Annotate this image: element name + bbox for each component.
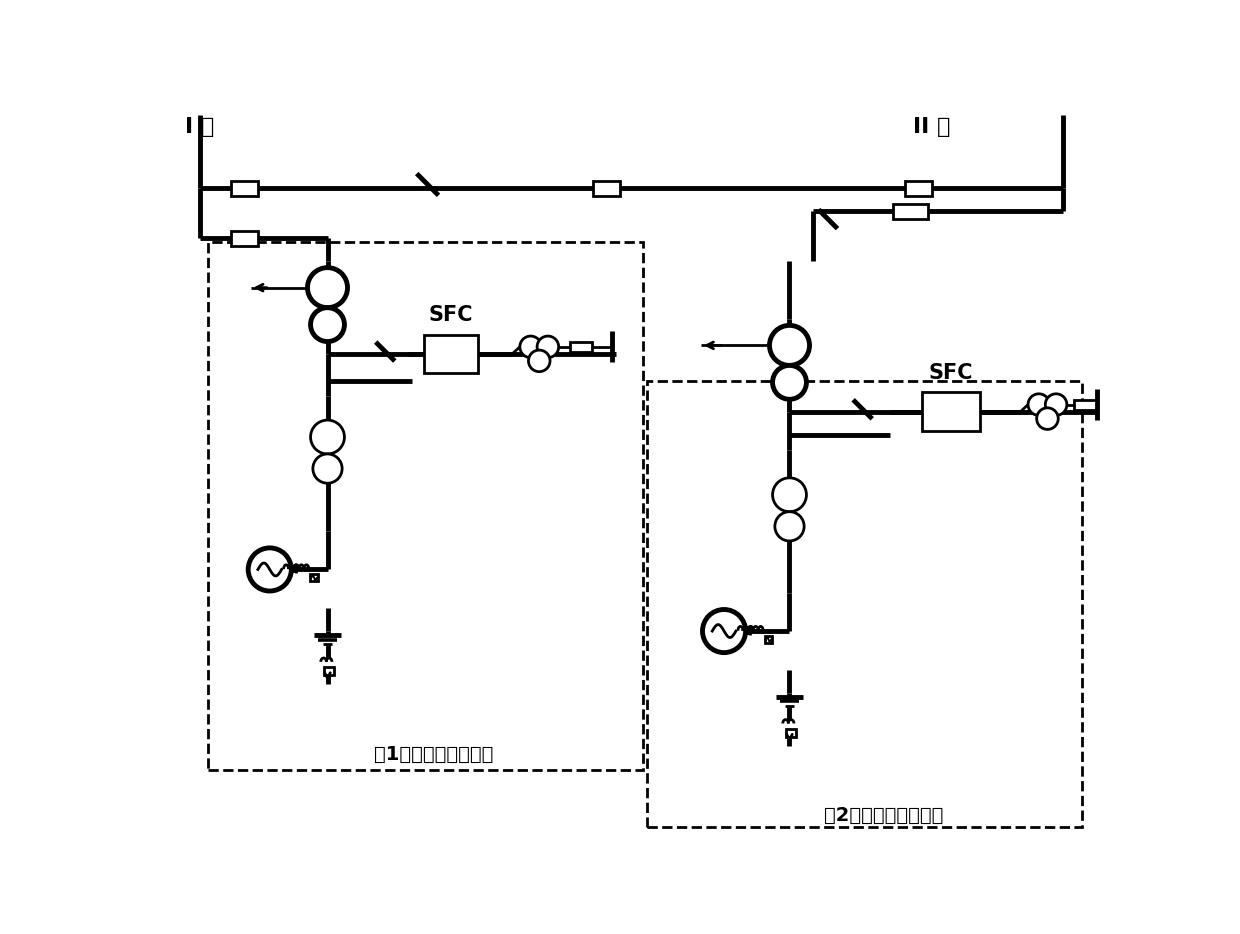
Bar bbox=[570, 342, 591, 352]
Text: II 母: II 母 bbox=[913, 117, 950, 136]
Bar bbox=[310, 574, 317, 581]
Text: 第1台调相机变压器组: 第1台调相机变压器组 bbox=[373, 744, 494, 764]
Bar bbox=[894, 204, 928, 219]
Circle shape bbox=[248, 548, 291, 591]
Bar bbox=[324, 667, 334, 675]
Circle shape bbox=[703, 610, 745, 653]
Text: SFC: SFC bbox=[929, 363, 973, 383]
Circle shape bbox=[312, 454, 342, 483]
Circle shape bbox=[773, 478, 806, 512]
Circle shape bbox=[308, 268, 347, 307]
Bar bbox=[647, 381, 1083, 828]
Text: SFC: SFC bbox=[429, 305, 472, 325]
Circle shape bbox=[1028, 394, 1049, 416]
Bar bbox=[1074, 400, 1096, 410]
Bar bbox=[905, 180, 932, 196]
Circle shape bbox=[537, 336, 559, 358]
Bar bbox=[424, 334, 477, 373]
Text: I 母: I 母 bbox=[185, 117, 215, 136]
Bar bbox=[231, 180, 258, 196]
Circle shape bbox=[773, 365, 806, 400]
Text: 第2台调相机变压器组: 第2台调相机变压器组 bbox=[825, 806, 944, 826]
Bar bbox=[786, 729, 796, 737]
Bar bbox=[231, 231, 258, 246]
Circle shape bbox=[310, 420, 345, 454]
Circle shape bbox=[775, 512, 804, 541]
Bar bbox=[765, 636, 773, 643]
Bar bbox=[593, 180, 620, 196]
Circle shape bbox=[770, 325, 810, 365]
Circle shape bbox=[1037, 408, 1058, 430]
Bar bbox=[208, 242, 644, 770]
Circle shape bbox=[520, 336, 542, 358]
Circle shape bbox=[1045, 394, 1066, 416]
Bar bbox=[923, 392, 980, 431]
Circle shape bbox=[528, 350, 551, 372]
Circle shape bbox=[310, 307, 345, 342]
